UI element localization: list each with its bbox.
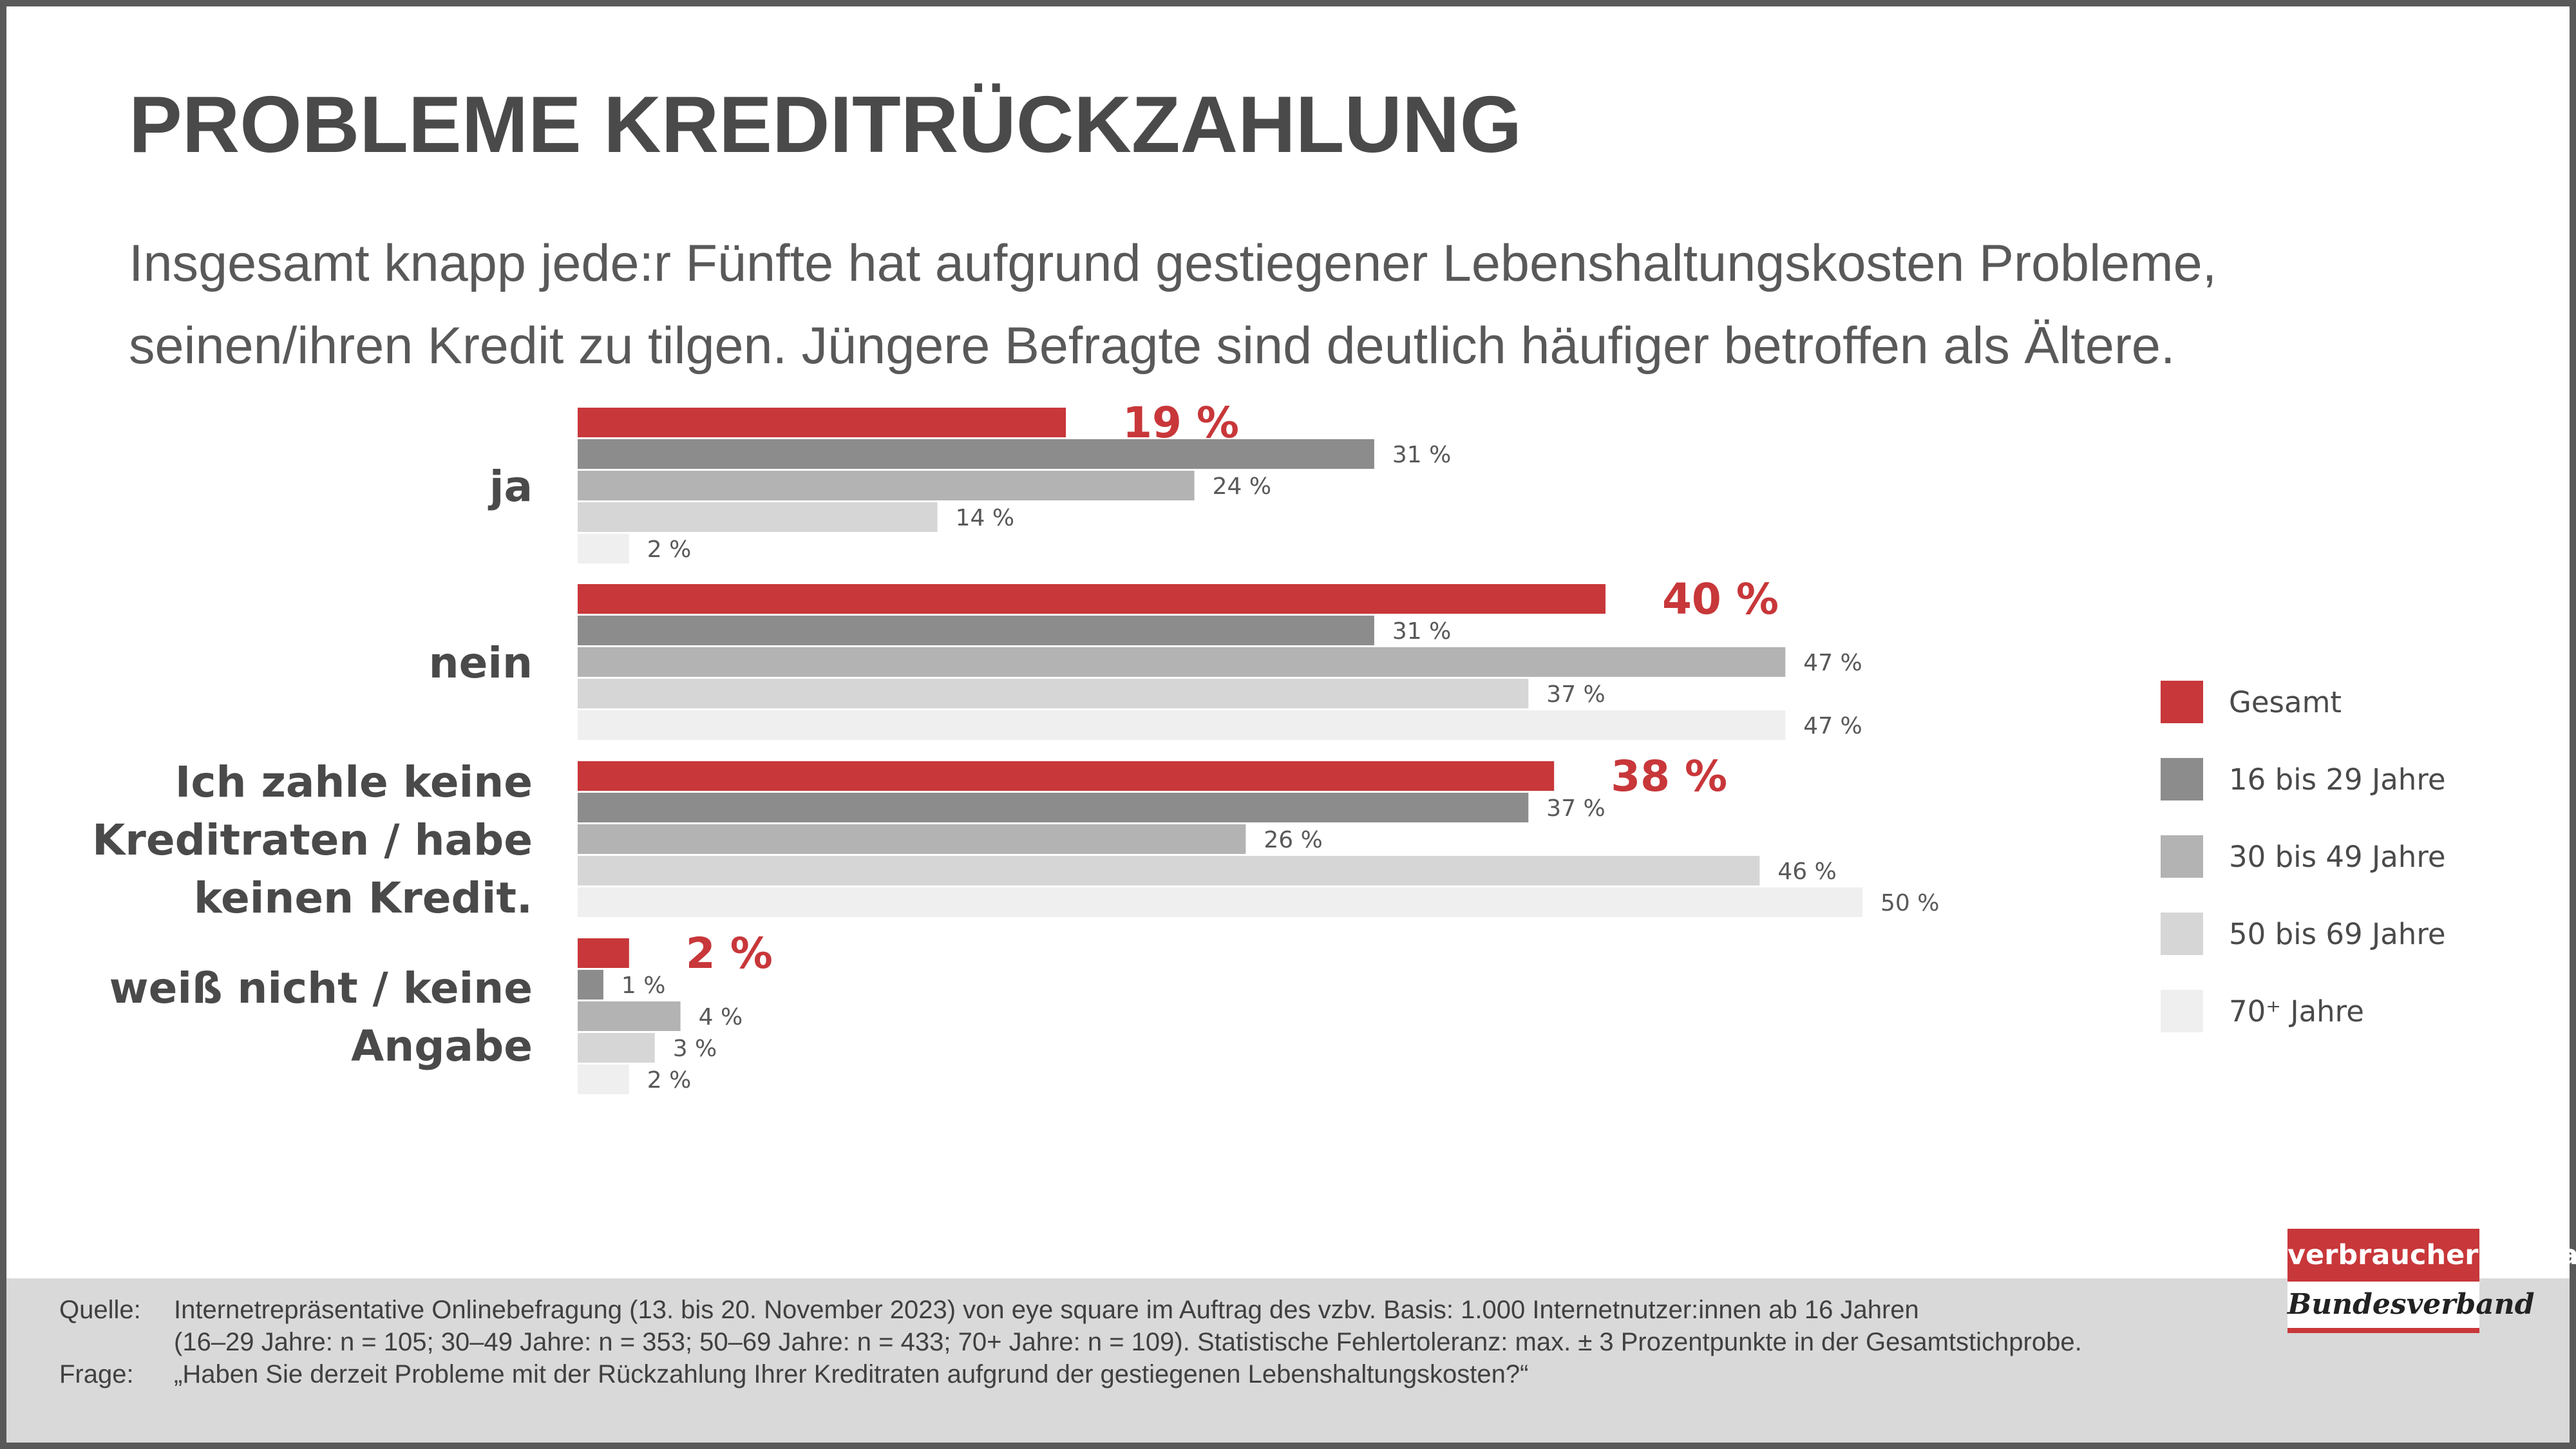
bar bbox=[578, 887, 1862, 917]
source-text: (16–29 Jahre: n = 105; 30–49 Jahre: n = … bbox=[174, 1328, 2082, 1356]
value-label: 47 % bbox=[1803, 650, 1862, 676]
bar bbox=[578, 616, 1374, 645]
category-label: ja bbox=[488, 462, 533, 511]
source-text: Internetrepräsentative Onlinebefragung (… bbox=[174, 1296, 1919, 1324]
logo-subline: Bundesverband bbox=[2287, 1288, 2535, 1321]
question-key: Frage: bbox=[59, 1360, 134, 1388]
value-label: 14 % bbox=[956, 505, 1014, 531]
total-value-label: 40 % bbox=[1662, 574, 1779, 624]
bar bbox=[578, 938, 629, 968]
page-subtitle: Insgesamt knapp jede:r Fünfte hat aufgru… bbox=[129, 222, 2447, 387]
bar bbox=[578, 584, 1605, 614]
value-label: 37 % bbox=[1546, 795, 1605, 822]
source-key: Quelle: bbox=[59, 1296, 141, 1324]
category-label: keinen Kredit. bbox=[194, 873, 533, 923]
value-label: 4 % bbox=[699, 1004, 743, 1030]
page-title: PROBLEME KREDITRÜCKZAHLUNG bbox=[129, 80, 1522, 169]
value-label: 31 % bbox=[1392, 618, 1451, 645]
question-row: Frage: „Haben Sie derzeit Probleme mit de… bbox=[59, 1360, 1528, 1389]
category-label: nein bbox=[429, 638, 533, 688]
value-label: 2 % bbox=[647, 1067, 692, 1094]
source-footer: Quelle: Internetrepräsentative Onlinebefr… bbox=[6, 1278, 2570, 1443]
category-label: weiß nicht / keine bbox=[109, 963, 533, 1013]
bar bbox=[578, 1065, 629, 1094]
logo-wordmark: verbraucherzentrale bbox=[2287, 1229, 2576, 1282]
value-label: 24 % bbox=[1213, 473, 1271, 500]
bar bbox=[578, 970, 603, 999]
value-label: 47 % bbox=[1803, 713, 1862, 739]
chart-legend: Gesamt 16 bis 29 Jahre 30 bis 49 Jahre 5… bbox=[2161, 679, 2446, 1066]
bar bbox=[578, 761, 1555, 791]
legend-item-70plus: 70⁺ Jahre bbox=[2161, 989, 2446, 1034]
bar bbox=[578, 1033, 655, 1063]
category-label: Ich zahle keine bbox=[175, 757, 533, 807]
bar bbox=[578, 471, 1195, 500]
value-label: 46 % bbox=[1777, 858, 1836, 885]
source-row: Quelle: Internetrepräsentative Onlinebefr… bbox=[59, 1296, 1919, 1325]
value-label: 50 % bbox=[1880, 890, 1939, 916]
bar bbox=[578, 502, 938, 532]
value-label: 31 % bbox=[1392, 442, 1451, 468]
legend-label: 16 bis 29 Jahre bbox=[2229, 762, 2446, 797]
value-label: 1 % bbox=[621, 972, 666, 999]
category-label: Kreditraten / habe bbox=[92, 815, 533, 865]
bar bbox=[578, 408, 1066, 437]
legend-label: 70⁺ Jahre bbox=[2229, 994, 2364, 1028]
bar bbox=[578, 856, 1760, 886]
bar bbox=[578, 824, 1246, 854]
source-row-continued: (16–29 Jahre: n = 105; 30–49 Jahre: n = … bbox=[59, 1328, 2082, 1357]
value-label: 2 % bbox=[647, 536, 692, 563]
total-value-label: 38 % bbox=[1611, 752, 1727, 801]
legend-item-30-49: 30 bis 49 Jahre bbox=[2161, 834, 2446, 879]
legend-item-gesamt: Gesamt bbox=[2161, 679, 2446, 724]
legend-swatch bbox=[2161, 681, 2203, 723]
legend-swatch bbox=[2161, 913, 2203, 955]
vzbv-logo: verbraucherzentrale Bundesverband bbox=[2287, 1229, 2576, 1333]
legend-label: Gesamt bbox=[2229, 685, 2342, 719]
legend-label: 30 bis 49 Jahre bbox=[2229, 839, 2446, 874]
logo-rule bbox=[2287, 1328, 2479, 1333]
value-label: 3 % bbox=[673, 1036, 717, 1062]
legend-swatch bbox=[2161, 758, 2203, 800]
bar bbox=[578, 793, 1529, 822]
bar bbox=[578, 647, 1786, 677]
total-value-label: 2 % bbox=[686, 929, 773, 978]
bar bbox=[578, 710, 1786, 740]
question-text: „Haben Sie derzeit Probleme mit der Rück… bbox=[174, 1360, 1529, 1388]
category-label: Angabe bbox=[351, 1021, 533, 1071]
legend-swatch bbox=[2161, 835, 2203, 878]
legend-swatch bbox=[2161, 990, 2203, 1032]
legend-item-16-29: 16 bis 29 Jahre bbox=[2161, 757, 2446, 802]
legend-label: 50 bis 69 Jahre bbox=[2229, 916, 2446, 951]
value-label: 26 % bbox=[1264, 827, 1322, 853]
value-label: 37 % bbox=[1546, 681, 1605, 708]
subtitle-line: Insgesamt knapp jede:r Fünfte hat aufgru… bbox=[129, 234, 2217, 292]
legend-item-50-69: 50 bis 69 Jahre bbox=[2161, 911, 2446, 956]
bar bbox=[578, 439, 1374, 469]
bar bbox=[578, 679, 1529, 708]
bar bbox=[578, 534, 629, 564]
subtitle-line: seinen/ihren Kredit zu tilgen. Jüngere B… bbox=[129, 317, 2175, 375]
bar bbox=[578, 1001, 681, 1031]
